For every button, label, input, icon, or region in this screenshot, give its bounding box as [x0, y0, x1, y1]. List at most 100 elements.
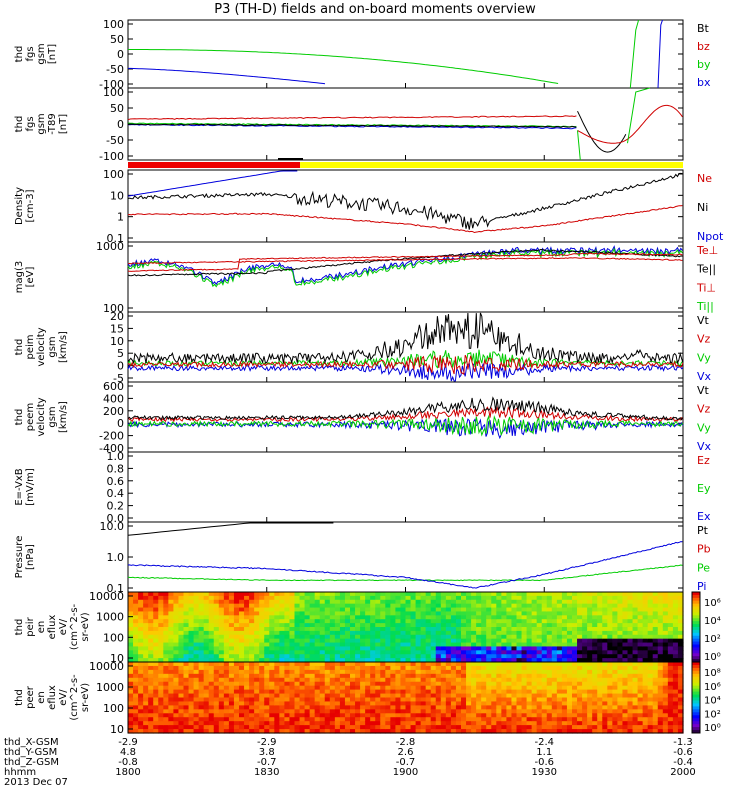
peer-cell: [572, 713, 578, 718]
peer-cell: [395, 709, 402, 714]
peir-cell: [612, 634, 619, 640]
peer-cell: [299, 729, 306, 734]
peir-cell: [627, 599, 634, 605]
peer-cell: [173, 689, 180, 695]
peer-cell: [294, 701, 301, 706]
peir-cell: [461, 603, 467, 609]
peer-cell: [274, 685, 280, 691]
peir-cell: [592, 638, 598, 644]
peer-cell: [612, 689, 619, 695]
peir-cell: [511, 634, 518, 640]
peir-cell: [218, 646, 225, 651]
peir-cell: [647, 623, 654, 628]
peer-cell: [481, 717, 487, 722]
peir-cell: [269, 642, 275, 648]
peir-cell: [420, 650, 427, 655]
peer-cell: [587, 673, 593, 679]
peer-cell: [612, 721, 619, 726]
peer-cell: [198, 721, 205, 726]
peer-cell: [461, 705, 467, 710]
peer-cell: [607, 717, 613, 722]
peir-cell: [672, 658, 679, 663]
peir-cell: [582, 599, 588, 605]
peer-cell: [395, 677, 402, 683]
peir-cell: [158, 611, 164, 616]
peer-cell: [208, 665, 215, 671]
peer-cell: [561, 709, 568, 714]
peer-cell: [561, 713, 568, 718]
peer-cell: [355, 717, 361, 722]
peer-cell: [516, 701, 523, 706]
peir-cell: [244, 654, 250, 659]
peir-cell: [486, 627, 492, 632]
peer-cell: [445, 721, 452, 726]
peer-cell: [561, 705, 568, 710]
peir-cell: [657, 634, 664, 640]
peir-cell: [486, 599, 492, 605]
footer-col-2-t: 1900: [393, 767, 418, 778]
peer-cell: [344, 697, 351, 703]
peir-cell: [158, 638, 164, 644]
peer-cell: [526, 701, 533, 706]
peir-cell: [617, 638, 624, 644]
peir-cell: [309, 607, 316, 613]
peir-cell: [667, 650, 674, 655]
peir-cell: [259, 592, 265, 597]
peir-cell: [188, 630, 195, 636]
peir-cell: [148, 615, 154, 620]
peir-cell: [541, 627, 548, 632]
peer-cell: [299, 673, 306, 679]
peir-cell: [471, 592, 477, 597]
peer-cell: [294, 662, 301, 667]
peir-cell: [274, 658, 280, 663]
peir-cell: [324, 592, 331, 597]
peer-cell: [657, 665, 664, 671]
peer-cell: [259, 669, 265, 675]
peer-cell: [264, 681, 270, 687]
peir-cell: [445, 658, 452, 663]
peer-cell: [425, 681, 432, 687]
peer-cell: [556, 677, 563, 683]
peer-cell: [334, 717, 341, 722]
pressure-series-0: [127, 522, 334, 536]
peer-cell: [183, 693, 190, 699]
peir-cell: [405, 623, 412, 628]
peer-cell: [375, 717, 381, 722]
peer-cell: [531, 717, 538, 722]
peer-cell: [370, 681, 376, 687]
peer-cell: [592, 665, 598, 671]
peer-cell: [405, 693, 412, 699]
peer-cell: [536, 697, 543, 703]
peir-cell: [319, 642, 326, 648]
peir-cell: [324, 595, 331, 601]
peir-cell: [481, 611, 487, 616]
peer-cell: [324, 685, 331, 691]
peir-cell: [435, 658, 442, 663]
peir-cell: [607, 615, 613, 620]
peir-cell: [208, 642, 215, 648]
peer-cell: [622, 729, 629, 734]
fgs-ytick-label-0: 100: [103, 18, 124, 31]
peer-cell: [461, 693, 467, 699]
peir-cell: [405, 634, 412, 640]
peer-cell: [506, 725, 513, 730]
peir-cell: [193, 658, 200, 663]
peer-cell: [486, 689, 492, 695]
peer-cell: [440, 725, 447, 730]
peir-cell: [218, 638, 225, 644]
peer-cell: [647, 685, 654, 691]
fgs-legend-0: Bt: [697, 22, 710, 35]
peir-cell: [541, 630, 548, 636]
peer-cell: [572, 721, 578, 726]
peer-cell: [395, 685, 402, 691]
peir-cell: [223, 642, 230, 648]
peir-cell: [602, 642, 608, 648]
peer-cell: [385, 701, 391, 706]
peir-cell: [355, 619, 361, 624]
peer-cell: [420, 665, 427, 671]
peer-cell: [521, 677, 528, 683]
peir-cell: [440, 603, 447, 609]
peer-cell: [218, 725, 225, 730]
peer-cell: [375, 713, 381, 718]
peir-cell: [652, 595, 659, 601]
